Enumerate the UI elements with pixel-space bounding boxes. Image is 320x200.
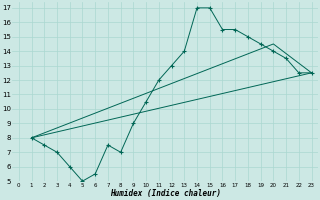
X-axis label: Humidex (Indice chaleur): Humidex (Indice chaleur) [110, 189, 221, 198]
